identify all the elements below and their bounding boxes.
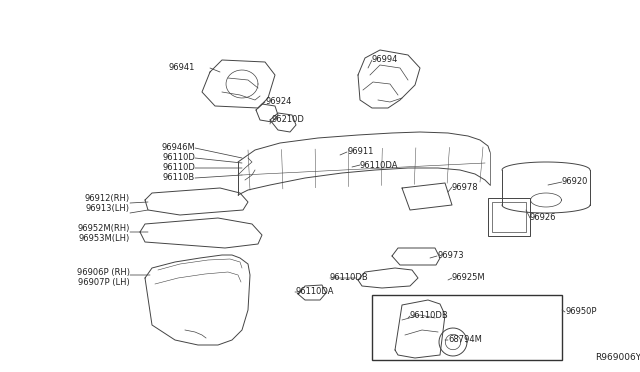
Text: 96946M: 96946M [161, 144, 195, 153]
Text: 96110DA: 96110DA [295, 288, 333, 296]
Text: 96994: 96994 [372, 55, 398, 64]
Text: 96924: 96924 [265, 97, 291, 106]
Text: 68794M: 68794M [448, 336, 482, 344]
Text: 96950P: 96950P [565, 308, 596, 317]
Text: 96110DB: 96110DB [330, 273, 369, 282]
Text: 96210D: 96210D [271, 115, 304, 125]
Text: 96907P (LH): 96907P (LH) [78, 278, 130, 286]
Text: 96973: 96973 [437, 251, 463, 260]
Text: 96110D: 96110D [162, 164, 195, 173]
Text: 96911: 96911 [347, 148, 373, 157]
Text: 96110D: 96110D [162, 154, 195, 163]
Text: 96926: 96926 [530, 214, 557, 222]
Text: 96110B: 96110B [163, 173, 195, 183]
Bar [492, 202, 526, 232]
Text: 96913(LH): 96913(LH) [86, 203, 130, 212]
Text: 96110DA: 96110DA [360, 160, 399, 170]
Text: 96953M(LH): 96953M(LH) [79, 234, 130, 243]
Text: 96110DB: 96110DB [410, 311, 449, 321]
Text: 96925M: 96925M [452, 273, 486, 282]
Text: 96920: 96920 [562, 177, 588, 186]
Text: 96978: 96978 [452, 183, 479, 192]
Bar [372, 295, 562, 360]
Text: 96941: 96941 [168, 64, 195, 73]
Text: 96906P (RH): 96906P (RH) [77, 267, 130, 276]
Text: R969006Y: R969006Y [595, 353, 640, 362]
Text: 96952M(RH): 96952M(RH) [77, 224, 130, 232]
Bar [488, 198, 530, 236]
Text: 96912(RH): 96912(RH) [85, 193, 130, 202]
